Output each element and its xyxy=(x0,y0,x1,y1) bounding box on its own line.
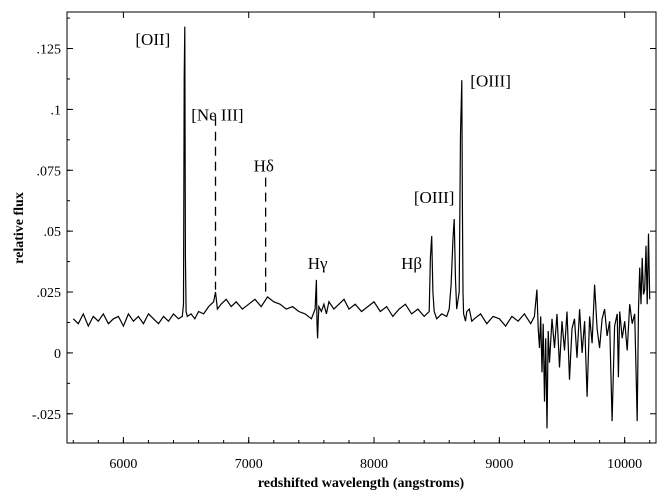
y-tick-label: .075 xyxy=(37,164,62,179)
line-annotation: [OIII] xyxy=(414,188,455,207)
line-annotation: [Ne III] xyxy=(191,105,243,124)
line-annotation: [OIII] xyxy=(470,71,511,90)
x-tick-label: 8000 xyxy=(360,457,388,472)
line-annotation: Hδ xyxy=(254,156,274,175)
y-axis-title: relative flux xyxy=(12,192,27,264)
y-tick-label: .025 xyxy=(37,286,62,301)
x-tick-label: 10000 xyxy=(607,457,642,472)
y-tick-label: -.025 xyxy=(32,408,61,423)
y-tick-label: 0 xyxy=(54,347,61,362)
line-annotation: Hβ xyxy=(401,254,422,273)
x-tick-label: 9000 xyxy=(485,457,513,472)
x-tick-label: 6000 xyxy=(109,457,137,472)
line-annotation: [OII] xyxy=(135,30,170,49)
y-tick-label: .125 xyxy=(37,43,62,58)
x-axis-title: redshifted wavelength (angstroms) xyxy=(258,476,465,491)
x-tick-label: 7000 xyxy=(235,457,263,472)
spectrum-series-line xyxy=(72,26,651,429)
y-tick-label: .1 xyxy=(51,103,62,118)
line-annotation: Hγ xyxy=(308,254,328,273)
plot-frame xyxy=(66,11,657,444)
y-tick-label: .05 xyxy=(44,225,62,240)
